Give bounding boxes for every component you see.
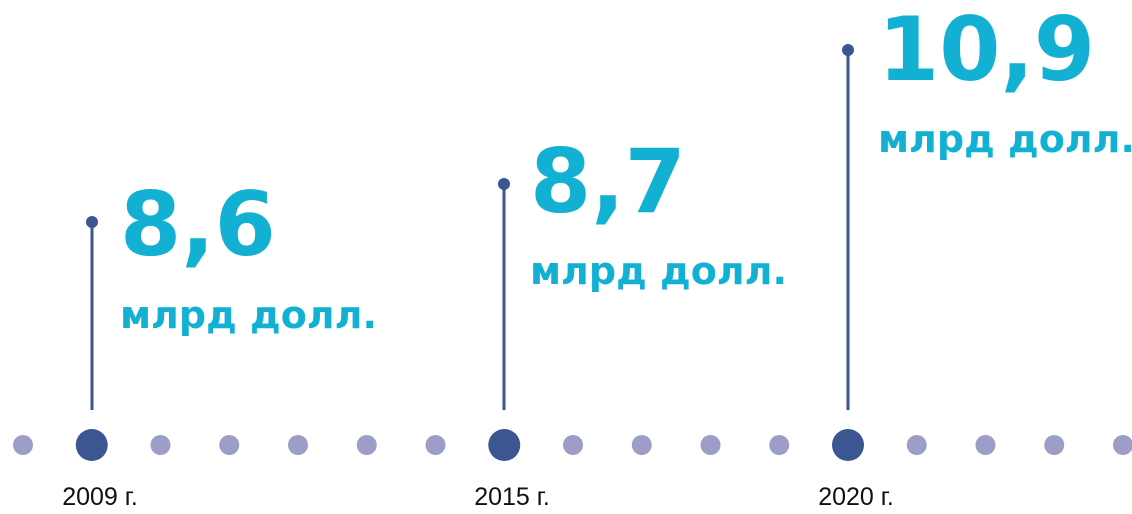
value: 8,6 [120,173,276,276]
value: 10,9 [878,0,1095,101]
timeline-dot [631,435,652,455]
milestone: 10,9 млрд долл. 2020 г. [818,0,1132,511]
timeline-dot [1113,435,1132,455]
timeline-dot [150,435,171,455]
timeline-dot [219,435,240,455]
stem-cap [842,44,854,56]
value: 8,7 [530,130,686,233]
stem-cap [498,178,510,190]
milestone: 8,6 млрд долл. 2009 г. [62,173,377,511]
timeline-dot [975,435,996,455]
timeline-dot [906,435,927,455]
timeline-dot [356,435,377,455]
unit: млрд долл. [120,293,377,337]
timeline-dots [13,429,1132,461]
milestone-dot [75,429,108,461]
timeline-dot [1044,435,1065,455]
timeline-dot [288,435,308,455]
year: 2015 г. [474,483,550,511]
timeline-dot [13,435,33,455]
timeline-dot [769,435,790,455]
milestone: 8,7 млрд долл. 2015 г. [474,130,787,511]
timeline-dot [700,435,721,455]
unit: млрд долл. [878,117,1132,161]
year: 2009 г. [62,483,138,511]
timeline-dot [563,435,583,455]
milestone-dot [832,429,864,461]
milestone-dot [488,429,521,461]
stem-cap [86,216,98,228]
year: 2020 г. [818,483,894,511]
unit: млрд долл. [530,249,787,293]
timeline-items: 8,6 млрд долл. 2009 г. 8,7 млрд долл. 2015 г.… [62,0,1132,511]
timeline-dot [425,435,446,455]
